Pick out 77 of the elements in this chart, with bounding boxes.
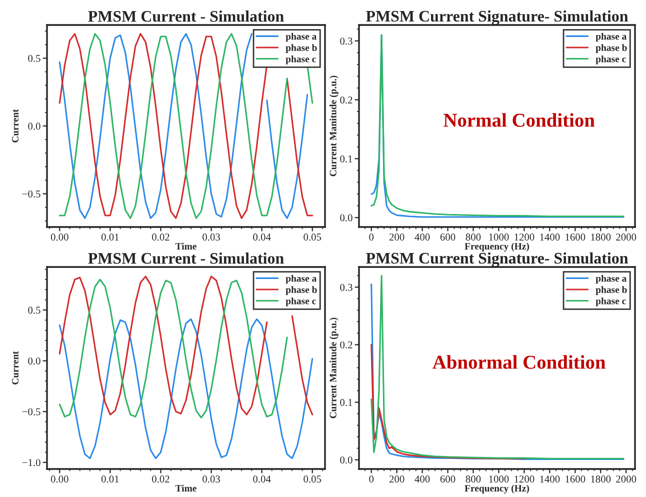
y-axis-title: Current Manitude (p.u.) (330, 76, 338, 176)
legend-label: phase b (596, 286, 627, 295)
legend-label: phase b (596, 44, 627, 53)
x-tick-label: 2000 (616, 234, 636, 241)
x-tick-label: 0.04 (253, 234, 271, 241)
y-tick-label: 0.5 (28, 54, 40, 62)
legend-label: phase b (286, 44, 317, 53)
x-tick-label: 1200 (514, 234, 534, 241)
x-tick-label: 2000 (616, 476, 636, 483)
x-tick-label: 800 (466, 234, 481, 241)
x-tick-label: 600 (440, 234, 456, 241)
x-tick-label: 0.01 (101, 476, 119, 483)
legend-label: phase c (286, 55, 316, 64)
x-tick-label: 0.03 (202, 234, 220, 241)
legend-label: phase a (286, 274, 317, 284)
y-tick-label: 0.5 (28, 306, 40, 314)
y-tick-label: 0.3 (340, 38, 352, 45)
legend-label: phase c (596, 297, 626, 306)
y-tick-label: 0.1 (340, 398, 352, 406)
x-tick-label: 0.00 (50, 234, 68, 241)
chart-title: PMSM Current - Simulation (88, 10, 284, 22)
x-tick-label: 800 (466, 476, 481, 483)
x-tick-label: 1200 (514, 476, 534, 483)
y-tick-label: 0.0 (340, 214, 352, 222)
x-tick-label: 1400 (540, 476, 560, 483)
x-tick-label: 0.02 (152, 476, 170, 483)
x-tick-label: 400 (414, 234, 430, 241)
x-tick-label: 0.04 (253, 476, 271, 483)
x-tick-label: 1600 (566, 476, 586, 483)
y-axis-title: Current (12, 109, 19, 142)
y-tick-label: −0.5 (22, 408, 40, 416)
legend-label: phase b (286, 286, 317, 295)
y-tick-label: −1.0 (22, 459, 40, 466)
chart-title: PMSM Current Signature- Simulation (366, 252, 628, 267)
y-tick-label: 0.1 (340, 155, 352, 162)
y-axis-title: Current (12, 351, 19, 384)
x-tick-label: 600 (440, 476, 456, 483)
x-tick-label: 0 (369, 234, 374, 241)
x-tick-label: 1400 (540, 234, 560, 241)
x-axis-title: Time (175, 242, 196, 250)
chart-title: PMSM Current Signature- Simulation (366, 10, 628, 25)
annotation: Abnormal Condition (432, 355, 606, 369)
line-series (58, 318, 314, 460)
x-tick-label: 1800 (591, 476, 611, 483)
x-axis-title: Time (175, 484, 196, 492)
x-tick-label: 400 (414, 476, 430, 483)
legend-label: phase a (596, 32, 627, 42)
x-tick-label: 200 (389, 234, 404, 241)
x-tick-label: 1000 (489, 234, 509, 241)
annotation: Normal Condition (444, 113, 595, 127)
x-tick-label: 0.00 (50, 476, 68, 483)
x-tick-label: 1800 (591, 234, 611, 241)
y-tick-label: 0.0 (28, 357, 40, 365)
y-tick-label: 0.3 (340, 284, 352, 291)
line-series (370, 344, 525, 460)
x-tick-label: 0.02 (152, 234, 170, 241)
chart-title: PMSM Current - Simulation (88, 252, 284, 264)
y-tick-label: 0.0 (28, 122, 40, 130)
x-axis-title: Frequency (Hz) (464, 484, 530, 494)
x-tick-label: 0.03 (202, 476, 220, 483)
x-axis-title: Frequency (Hz) (464, 242, 530, 252)
x-tick-label: 0.05 (304, 234, 322, 241)
x-tick-label: 200 (389, 476, 404, 483)
legend-label: phase a (596, 274, 627, 284)
y-tick-label: 0.2 (340, 96, 352, 104)
x-tick-label: 0 (369, 476, 374, 483)
x-tick-label: 0.01 (101, 234, 119, 241)
y-axis-title: Current Manitude (p.u.) (330, 318, 338, 418)
legend-label: phase c (596, 55, 626, 64)
x-tick-label: 1600 (566, 234, 586, 241)
y-tick-label: 0.0 (340, 456, 352, 464)
x-tick-label: 1000 (489, 476, 509, 483)
y-tick-label: 0.2 (340, 341, 352, 348)
legend-label: phase a (286, 32, 317, 42)
y-tick-label: −0.5 (22, 190, 40, 198)
x-tick-label: 0.05 (304, 476, 322, 483)
legend-label: phase c (286, 297, 316, 306)
